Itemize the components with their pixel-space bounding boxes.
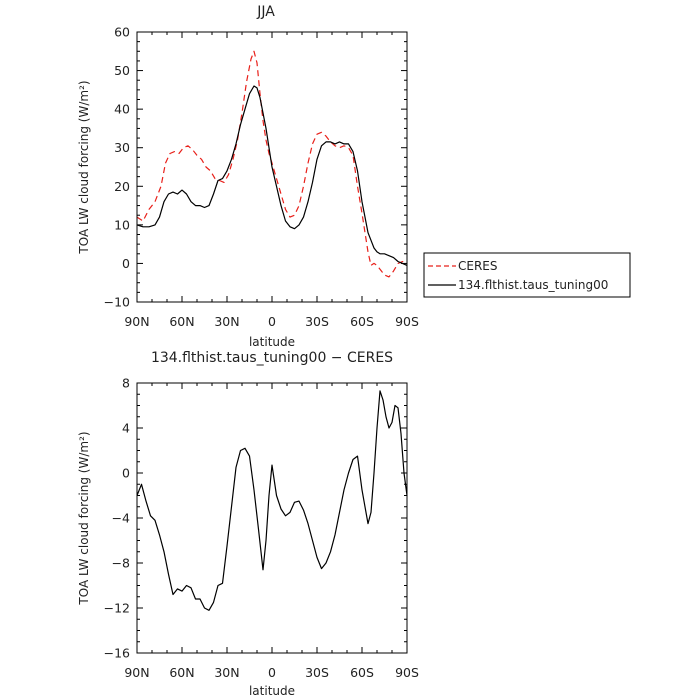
legend-box	[423, 252, 631, 298]
top-y-tick-label: 20	[114, 179, 130, 194]
legend-label-model: 134.flthist.taus_tuning00	[458, 278, 608, 292]
bottom-x-tick-label: 90S	[395, 665, 419, 680]
top-y-tick-label: 30	[114, 140, 130, 155]
top-y-axis-label: TOA LW cloud forcing (W/m²)	[77, 80, 91, 254]
top-series-lines	[136, 50, 408, 278]
top-y-tick-label: 60	[114, 25, 130, 40]
top-x-tick-label: 30N	[214, 314, 239, 329]
bottom-y-tick-label: −8	[112, 556, 130, 571]
legend-label-ceres: CERES	[458, 259, 498, 273]
top-x-tick-label: 90N	[124, 314, 149, 329]
top-plot-frame	[136, 31, 408, 303]
bottom-plot-frame	[136, 382, 408, 654]
top-y-tick-label: 0	[122, 256, 130, 271]
top-y-tick-label: −10	[104, 295, 130, 310]
bottom-y-tick-label: −4	[112, 511, 130, 526]
bottom-x-tick-label: 30S	[305, 665, 329, 680]
bottom-x-axis-label: latitude	[249, 684, 295, 698]
bottom-x-tick-label: 30N	[214, 665, 239, 680]
top-axes: −10 0 10 20 30 40 50 60 90N 60N 30N 0 30S 60S 90S	[104, 25, 419, 330]
bottom-x-tick-label: 90N	[124, 665, 149, 680]
bottom-chart-title: 134.flthist.taus_tuning00 − CERES	[151, 350, 393, 366]
bottom-panel: 134.flthist.taus_tuning00 − CERES −16 −12…	[77, 350, 419, 698]
bottom-y-tick-label: 4	[122, 421, 130, 436]
bottom-series-lines	[136, 390, 408, 611]
top-y-tick-label: 50	[114, 63, 130, 78]
bottom-y-tick-label: −12	[104, 601, 130, 616]
top-x-tick-label: 60N	[169, 314, 194, 329]
bottom-x-tick-label: 0	[268, 665, 276, 680]
top-y-tick-label: 10	[114, 217, 130, 232]
top-x-tick-label: 60S	[350, 314, 374, 329]
bottom-y-tick-label: 0	[122, 466, 130, 481]
bottom-axes: −16 −12 −8 −4 0 4 8 90N 60N 30N 0 30S 60S 90S	[104, 376, 419, 681]
top-series-line-ceres	[136, 50, 408, 278]
legend: CERES 134.flthist.taus_tuning00	[423, 252, 631, 298]
bottom-x-tick-label: 60N	[169, 665, 194, 680]
top-x-axis-label: latitude	[249, 335, 295, 349]
bottom-x-tick-label: 60S	[350, 665, 374, 680]
bottom-y-tick-label: −16	[104, 646, 130, 661]
top-y-tick-label: 40	[114, 102, 130, 117]
top-series-line-134-flthist-taus-tuning00	[136, 85, 408, 266]
bottom-y-tick-label: 8	[122, 376, 130, 391]
top-x-tick-label: 30S	[305, 314, 329, 329]
bottom-y-axis-label: TOA LW cloud forcing (W/m²)	[77, 431, 91, 605]
top-chart-title: JJA	[256, 4, 275, 20]
top-x-tick-label: 90S	[395, 314, 419, 329]
top-x-tick-label: 0	[268, 314, 276, 329]
bottom-series-line-difference	[136, 390, 408, 611]
